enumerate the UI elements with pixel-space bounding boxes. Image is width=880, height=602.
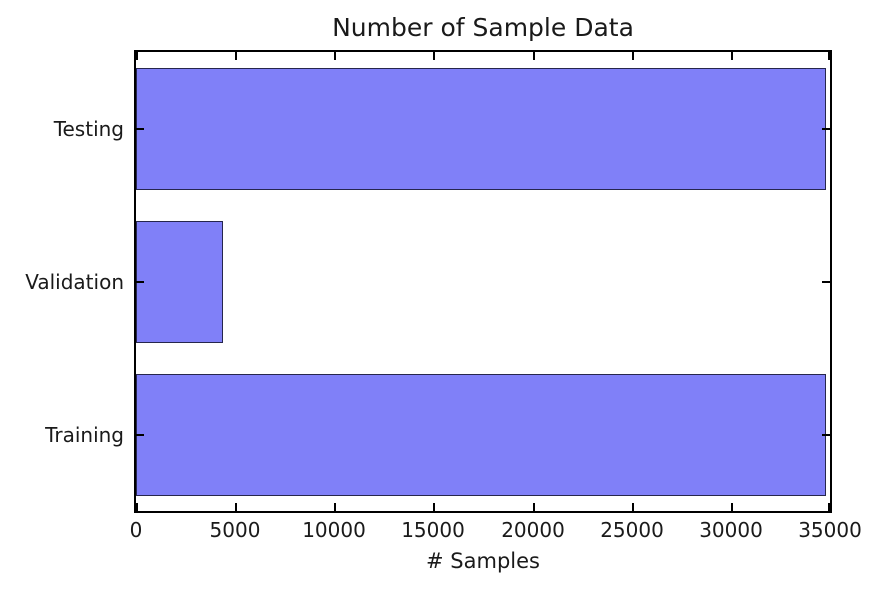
bar-validation	[136, 221, 223, 343]
x-axis-tick	[235, 52, 237, 60]
x-tick-label-30000: 30000	[699, 518, 763, 542]
y-axis-tick	[136, 281, 144, 283]
x-axis-tick	[433, 503, 435, 511]
y-axis-tick	[822, 281, 830, 283]
x-tick-label-10000: 10000	[302, 518, 366, 542]
x-axis-tick	[334, 52, 336, 60]
y-tick-label-validation: Validation	[25, 270, 124, 294]
x-axis-title: # Samples	[426, 549, 540, 573]
x-tick-label-5000: 5000	[209, 518, 261, 542]
y-tick-label-training: Training	[45, 423, 124, 447]
x-axis-tick	[632, 503, 634, 511]
x-axis-tick	[533, 503, 535, 511]
chart-title: Number of Sample Data	[332, 13, 634, 42]
y-axis-tick	[822, 434, 830, 436]
y-axis-tick	[136, 128, 144, 130]
x-tick-label-35000: 35000	[798, 518, 862, 542]
x-tick-label-15000: 15000	[401, 518, 465, 542]
x-axis-tick	[828, 503, 830, 511]
plot-area	[134, 50, 832, 513]
x-axis-tick	[533, 52, 535, 60]
x-tick-label-0: 0	[129, 518, 143, 542]
y-tick-label-testing: Testing	[53, 117, 124, 141]
x-axis-tick	[136, 503, 138, 511]
x-axis-tick	[731, 503, 733, 511]
x-tick-label-20000: 20000	[501, 518, 565, 542]
x-axis-tick	[828, 52, 830, 60]
x-axis-tick	[433, 52, 435, 60]
x-tick-label-25000: 25000	[600, 518, 664, 542]
y-axis-tick	[822, 128, 830, 130]
y-axis-tick	[136, 434, 144, 436]
x-axis-tick	[632, 52, 634, 60]
x-axis-tick	[731, 52, 733, 60]
x-axis-tick	[235, 503, 237, 511]
bar-training	[136, 374, 826, 496]
bar-testing	[136, 68, 826, 190]
x-axis-tick	[334, 503, 336, 511]
x-axis-tick-labels: 0 5000 10000 15000 20000 25000 30000 35000	[130, 517, 862, 545]
x-axis-tick	[136, 52, 138, 60]
